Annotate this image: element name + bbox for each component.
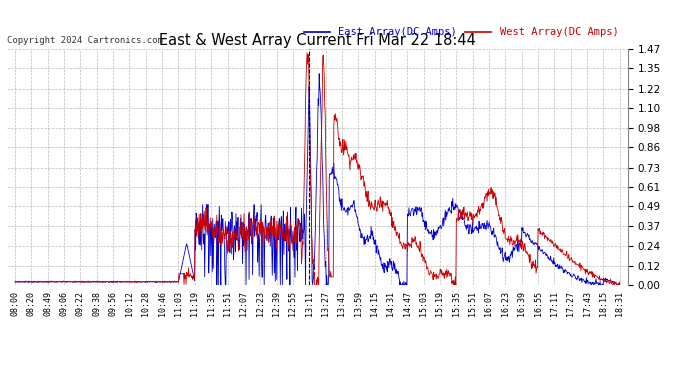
Legend: East Array(DC Amps), West Array(DC Amps): East Array(DC Amps), West Array(DC Amps) [299,23,622,42]
Text: Copyright 2024 Cartronics.com: Copyright 2024 Cartronics.com [7,36,163,45]
Title: East & West Array Current Fri Mar 22 18:44: East & West Array Current Fri Mar 22 18:… [159,33,476,48]
